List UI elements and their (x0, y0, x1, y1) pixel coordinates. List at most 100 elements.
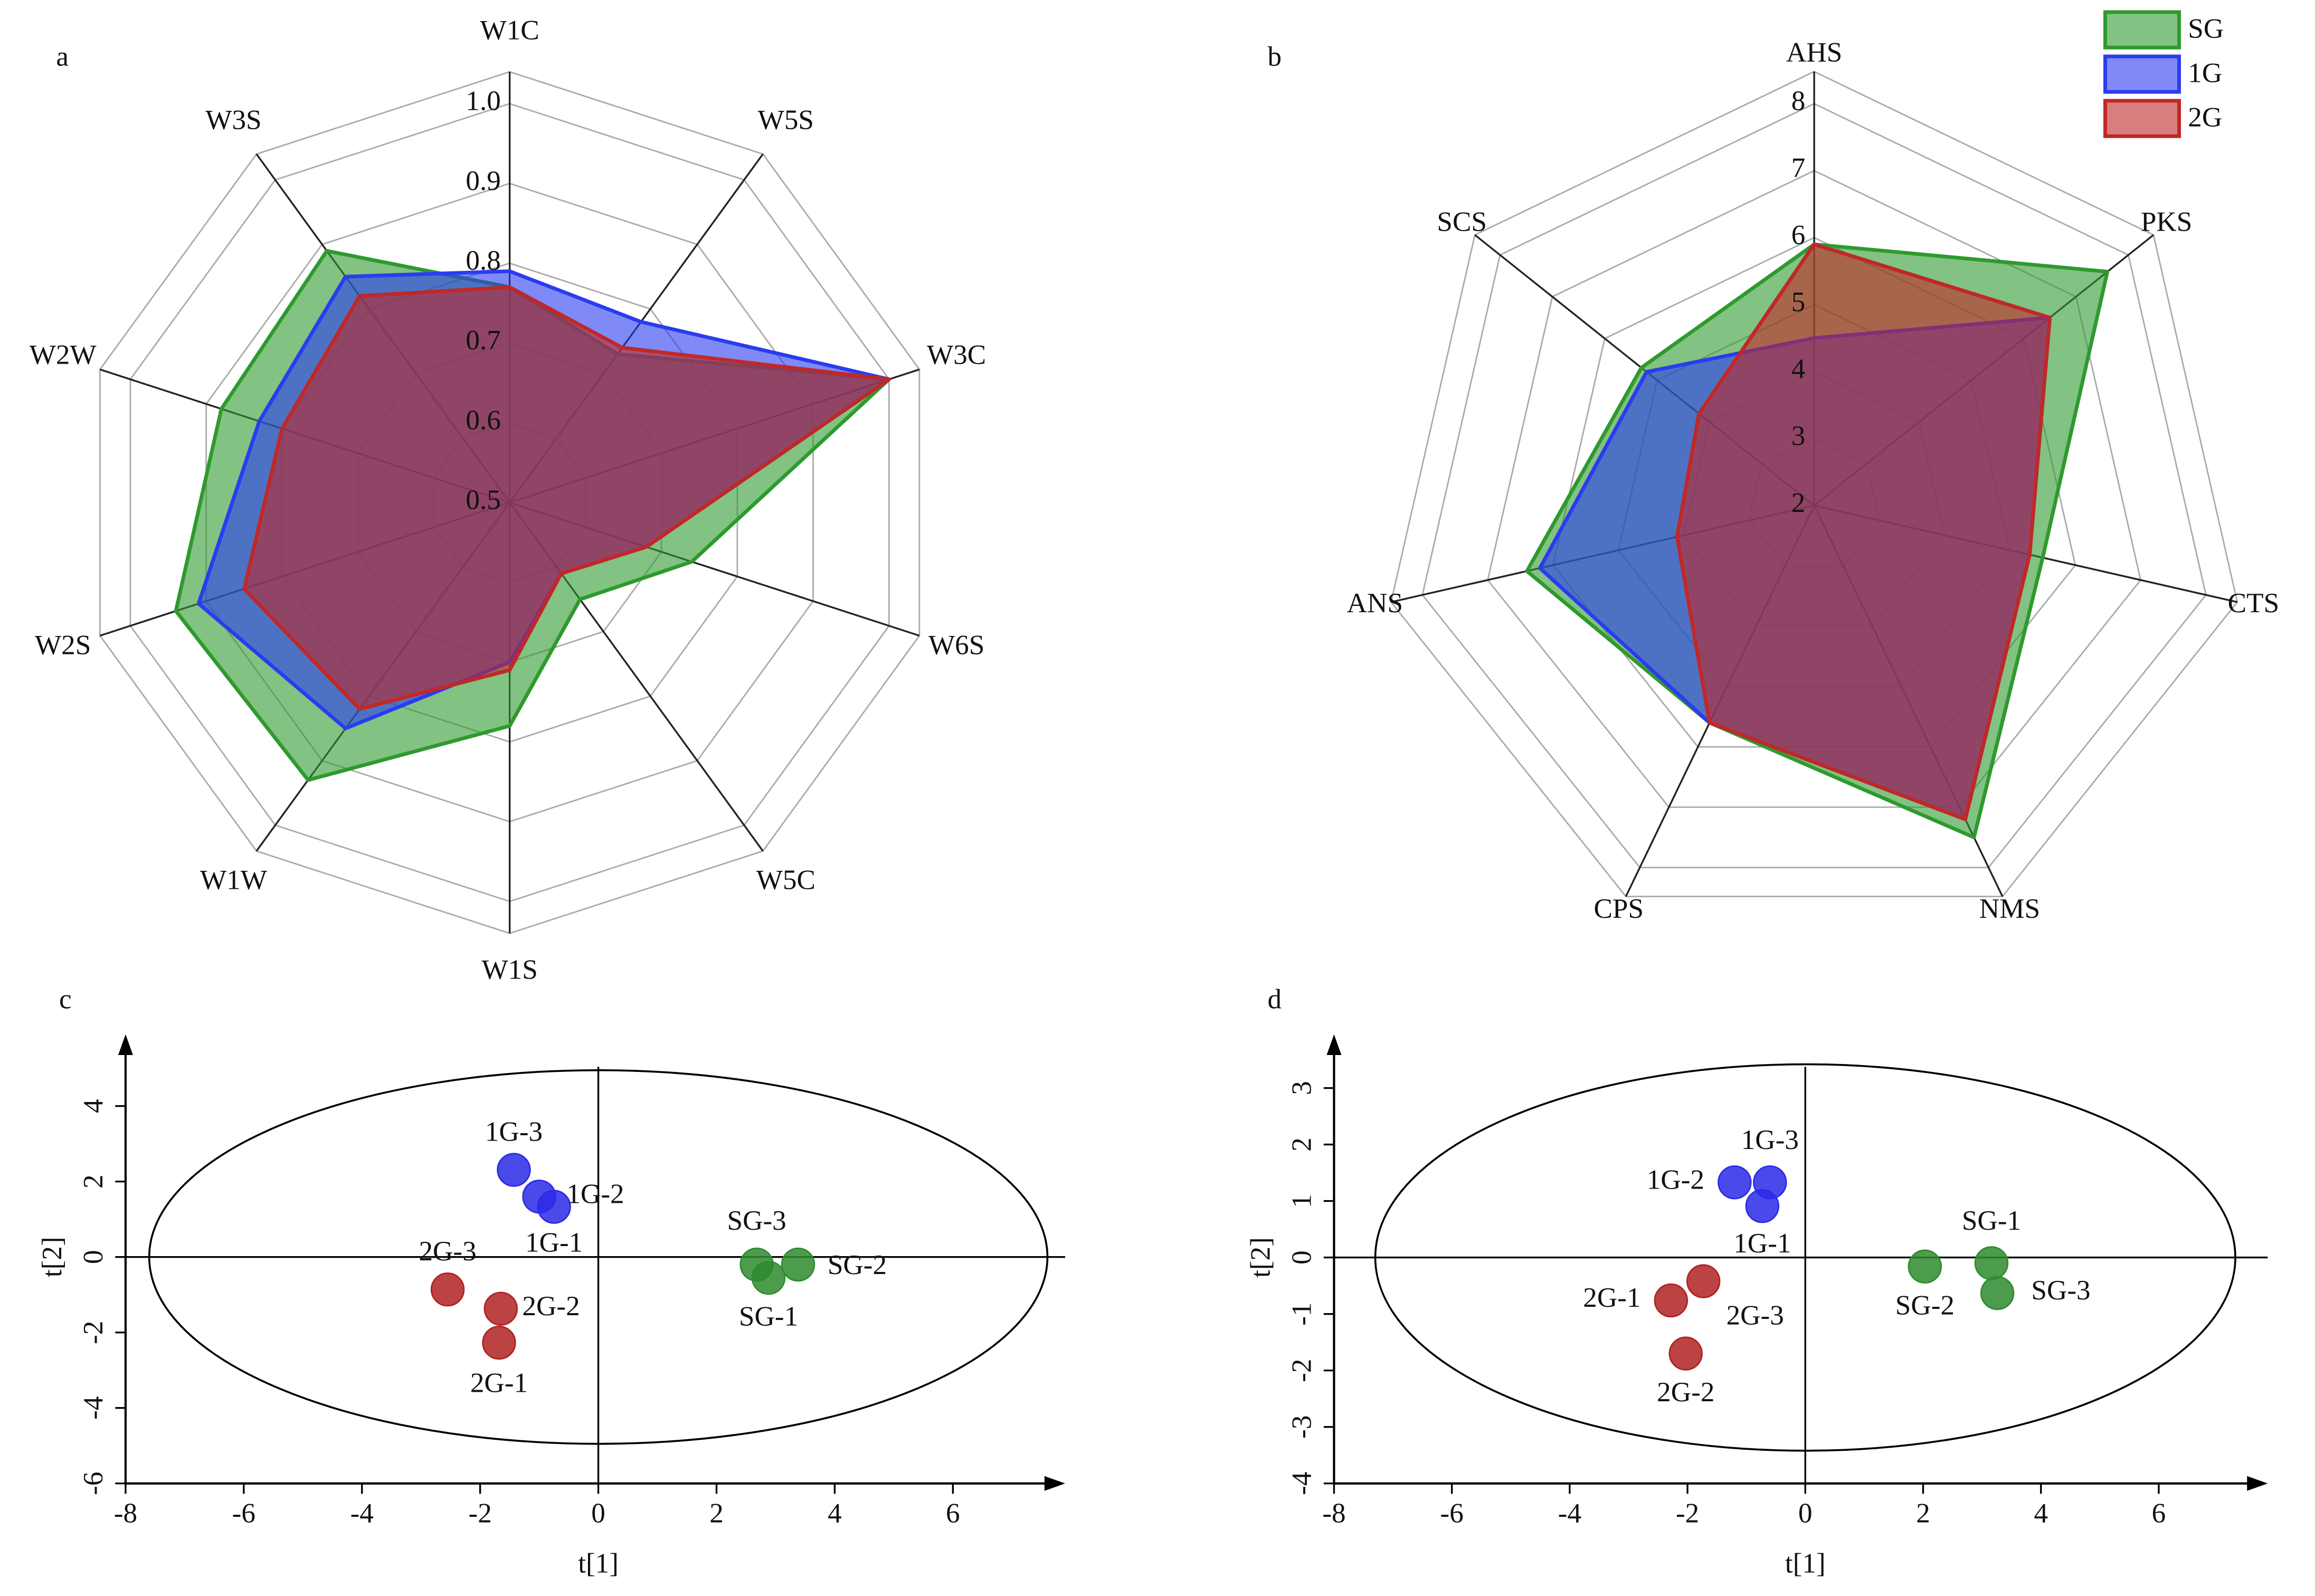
y-tick-label: -4 (78, 1396, 109, 1420)
r-tick-label: 0.8 (466, 245, 500, 276)
x-tick-label: 6 (2152, 1498, 2166, 1529)
x-axis-arrow (2247, 1476, 2268, 1491)
y-tick-label: 1 (1286, 1194, 1317, 1208)
point (1980, 1276, 2015, 1310)
y-tick-label: -3 (1286, 1416, 1317, 1439)
r-tick-label: 5 (1791, 286, 1806, 317)
confidence-ellipse (148, 1069, 1049, 1445)
point-label: 2G-1 (1583, 1282, 1640, 1313)
point-label: SG-2 (828, 1249, 887, 1280)
point-label: 1G-1 (1733, 1228, 1791, 1259)
legend-swatch (2103, 10, 2181, 50)
x-tick-label: 2 (709, 1498, 724, 1529)
point-label: 2G-2 (1657, 1376, 1714, 1408)
r-tick-label: 6 (1791, 219, 1806, 250)
axis-label: W5S (758, 104, 814, 135)
y-tick-label: -4 (1286, 1472, 1317, 1495)
axis-label: W1S (481, 954, 537, 985)
point (781, 1247, 815, 1282)
r-tick-label: 7 (1791, 153, 1806, 184)
point-label: SG-2 (1895, 1289, 1955, 1320)
point-label: 1G-3 (1741, 1124, 1799, 1155)
point-label: SG-1 (1962, 1205, 2021, 1236)
x-tick-label: 4 (828, 1498, 842, 1529)
y-tick-label: 3 (1286, 1081, 1317, 1095)
axis-label: W3C (927, 339, 986, 370)
point-label: 2G-3 (1726, 1300, 1784, 1331)
legend-label: SG (2188, 13, 2224, 44)
y-tick-label: 0 (78, 1250, 109, 1264)
x-axis-title: t[1] (578, 1548, 619, 1579)
y-tick-label: -2 (78, 1321, 109, 1344)
axis-label: W1W (200, 864, 268, 895)
point-label: 1G-3 (485, 1116, 543, 1147)
axis-label: W5C (756, 864, 815, 895)
r-tick-label: 3 (1791, 420, 1806, 451)
point-label: SG-3 (2031, 1275, 2090, 1306)
x-tick-label: 0 (1798, 1498, 1813, 1529)
axis-label: W3S (205, 104, 261, 135)
point (430, 1272, 465, 1307)
r-tick-label: 8 (1791, 86, 1806, 117)
radar-area (242, 285, 891, 711)
grid-ring (1421, 102, 2207, 869)
r-tick-label: 0.5 (466, 484, 500, 515)
y-axis-arrow (1326, 1034, 1342, 1056)
axis-label: W2S (35, 629, 91, 660)
y-tick-label: -1 (1286, 1302, 1317, 1325)
r-tick-label: 0.6 (466, 404, 500, 435)
y-axis-arrow (118, 1034, 133, 1056)
point (1686, 1264, 1721, 1298)
x-tick-label: 0 (591, 1498, 605, 1529)
legend-swatch (2103, 54, 2181, 94)
x-tick-label: -4 (1558, 1498, 1581, 1529)
point-label: 1G-2 (566, 1179, 624, 1210)
legend-label: 1G (2188, 58, 2222, 89)
axis-label: W1C (480, 14, 539, 45)
legend-swatch (2103, 99, 2181, 138)
point-label: 2G-3 (419, 1236, 476, 1267)
x-axis-arrow (1044, 1476, 1066, 1491)
point (1753, 1165, 1787, 1200)
r-tick-label: 4 (1791, 353, 1806, 384)
axis-label: AHS (1786, 36, 1842, 68)
confidence-ellipse (1374, 1063, 2236, 1452)
y-tick-label: 4 (78, 1099, 109, 1113)
y-tick-label: 2 (78, 1174, 109, 1189)
point (482, 1325, 516, 1360)
point (1718, 1165, 1752, 1200)
x-tick-label: 6 (946, 1498, 960, 1529)
x-tick-label: -2 (1676, 1498, 1699, 1529)
y-tick-label: 2 (1286, 1137, 1317, 1152)
point-label: 1G-1 (525, 1227, 583, 1258)
point (522, 1180, 556, 1214)
radar-area (1675, 242, 2052, 821)
x-tick-label: -8 (1322, 1498, 1345, 1529)
axis-label: NMS (1979, 893, 2040, 924)
r-tick-label: 0.7 (466, 325, 500, 356)
point (739, 1247, 774, 1282)
x-tick-label: -8 (114, 1498, 137, 1529)
x-axis-title: t[1] (1785, 1548, 1826, 1579)
axis-label: CTS (2228, 587, 2280, 619)
point-label: SG-1 (739, 1301, 798, 1332)
point (1654, 1283, 1688, 1318)
y-axis-title: t[2] (36, 1237, 68, 1277)
outer-ring (1390, 71, 2238, 898)
point-label: SG-3 (727, 1205, 786, 1236)
panel-label: d (1268, 983, 1282, 1014)
point (1668, 1336, 1703, 1371)
panel-label: a (56, 41, 69, 72)
axis-label: SCS (1437, 206, 1487, 238)
axis-label: W2W (30, 339, 97, 370)
point (1908, 1249, 1942, 1284)
legend-label: 2G (2188, 101, 2222, 132)
x-tick-label: -2 (469, 1498, 492, 1529)
y-tick-label: 0 (1286, 1250, 1317, 1265)
y-axis-title: t[2] (1245, 1237, 1276, 1278)
r-tick-label: 0.9 (466, 165, 500, 196)
y-tick-label: -2 (1286, 1359, 1317, 1382)
panel-label: c (59, 983, 72, 1014)
